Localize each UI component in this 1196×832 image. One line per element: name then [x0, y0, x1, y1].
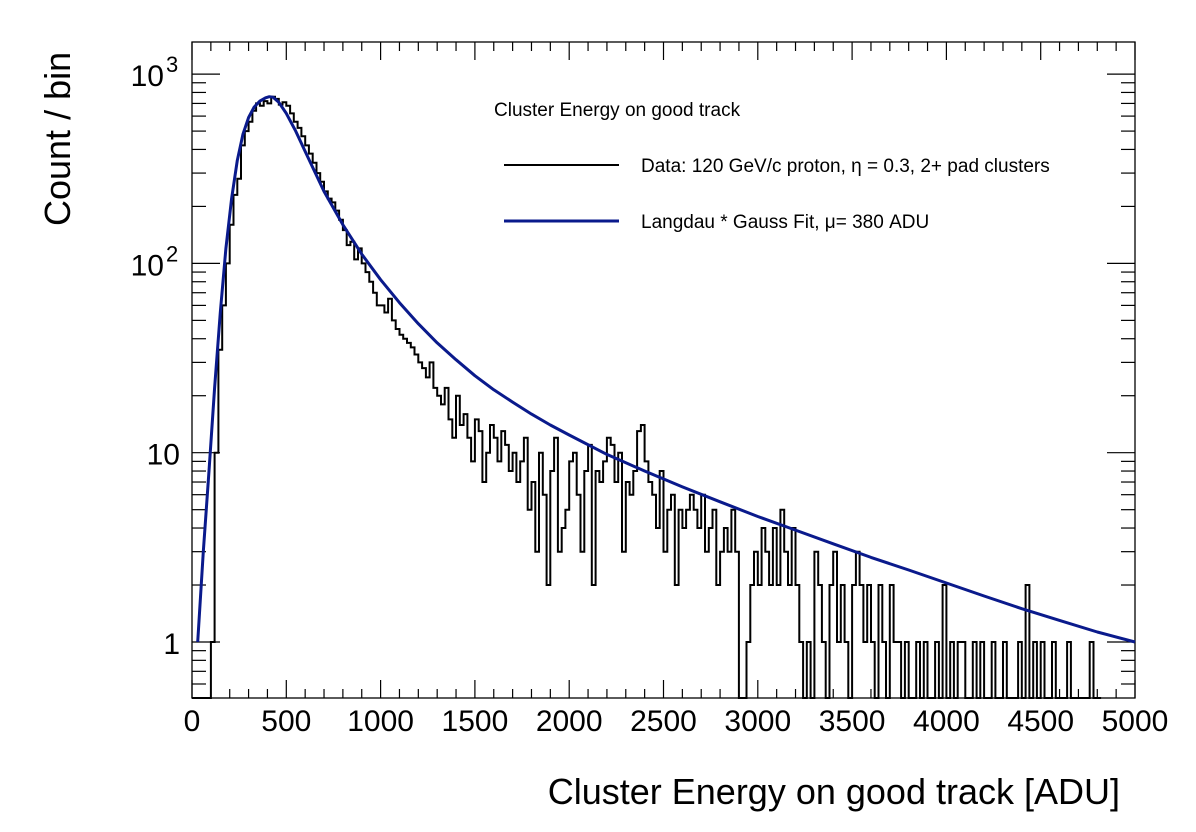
x-axis-title: Cluster Energy on good track [ADU] [548, 771, 1120, 812]
y-tick-label: 1 [163, 628, 180, 661]
x-axis-tick-labels: 0 500 1000 1500 2000 2500 3000 3500 4000 4500 5000 [184, 705, 1169, 738]
fit-curve [196, 95, 1136, 644]
legend-entry-fit: Langdau * Gauss Fit, μ= 380 ADU [641, 212, 929, 233]
plot-area [192, 95, 1136, 699]
legend: Cluster Energy on good track Data: 120 G… [494, 100, 1050, 233]
x-tick-label: 3500 [819, 705, 886, 738]
x-tick-label: 3000 [724, 705, 791, 738]
x-tick-label: 1500 [442, 705, 509, 738]
x-tick-label: 0 [184, 705, 201, 738]
y-axis-ticks [192, 73, 1135, 685]
y-axis-title: Count / bin [37, 52, 78, 226]
y-tick-label-exponent: 2 [166, 241, 178, 266]
x-tick-label: 2500 [630, 705, 697, 738]
y-tick-label: 10 [131, 60, 164, 93]
y-tick-label-exponent: 3 [166, 52, 178, 77]
legend-entry-data: Data: 120 GeV/c proton, η = 0.3, 2+ pad … [641, 156, 1050, 177]
data-histogram [192, 95, 1102, 699]
x-tick-label: 2000 [536, 705, 603, 738]
x-tick-label: 4000 [913, 705, 980, 738]
legend-title: Cluster Energy on good track [494, 100, 741, 121]
y-tick-label: 10 [131, 249, 164, 282]
x-tick-label: 4500 [1007, 705, 1074, 738]
x-tick-label: 1000 [347, 705, 414, 738]
y-tick-label: 10 [147, 439, 180, 472]
x-tick-label: 500 [261, 705, 311, 738]
x-tick-label: 5000 [1102, 705, 1169, 738]
